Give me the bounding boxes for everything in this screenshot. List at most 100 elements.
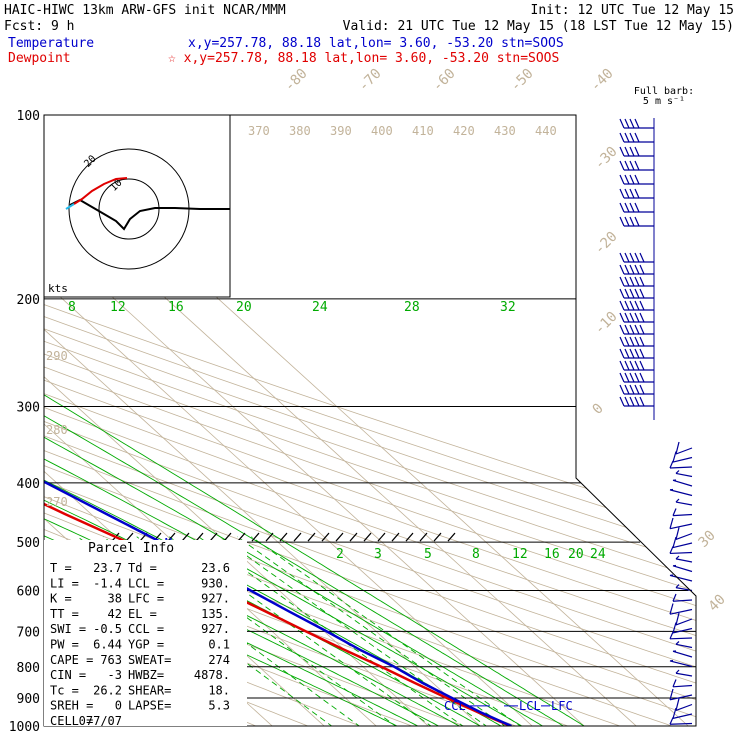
parcel-info-cell: T = bbox=[50, 561, 72, 575]
wind-barb-flag bbox=[625, 361, 629, 370]
wind-barb-flag bbox=[625, 385, 629, 394]
pressure-label: 100 bbox=[17, 109, 40, 124]
wind-barb-shaft bbox=[676, 673, 692, 676]
lifted-layer-tick bbox=[294, 533, 301, 541]
wind-barb-shaft bbox=[676, 534, 692, 540]
wind-barb-flag bbox=[620, 289, 624, 298]
wind-barb-flag bbox=[676, 471, 679, 474]
wind-barb-flag bbox=[625, 161, 629, 170]
wind-barb-flag bbox=[630, 373, 634, 382]
wind-barb-flag bbox=[676, 556, 679, 559]
wind-barb-flag bbox=[635, 397, 639, 406]
parcel-info-cell: SWEAT= bbox=[128, 653, 171, 667]
pressure-label: 200 bbox=[17, 293, 40, 308]
wind-barb-flag bbox=[640, 265, 644, 274]
parcel-info-cell: 23.6 bbox=[201, 561, 230, 575]
theta-label: 370 bbox=[248, 124, 270, 138]
wind-barb-flag bbox=[630, 397, 634, 406]
wind-barb-flag bbox=[620, 189, 624, 198]
wind-barb-flag bbox=[630, 349, 634, 358]
wind-barb-flag bbox=[635, 325, 639, 334]
wind-barb-flag bbox=[635, 119, 639, 128]
wind-barb-shaft bbox=[673, 686, 692, 687]
isotherm-label: -60 bbox=[430, 66, 459, 95]
wind-barb-flag bbox=[630, 217, 634, 226]
theta-label: 430 bbox=[494, 124, 516, 138]
lcl-label: LCL bbox=[519, 699, 541, 713]
wind-barb-flag bbox=[630, 325, 634, 334]
wind-barb-flag bbox=[625, 133, 629, 142]
wind-barb-flag bbox=[640, 337, 644, 346]
wind-barb-shaft bbox=[676, 502, 692, 505]
mixing-ratio-label: 24 bbox=[590, 547, 606, 562]
wind-barb-flag bbox=[630, 301, 634, 310]
parcel-info-cell: -1.4 bbox=[93, 576, 122, 590]
header-valid: Valid: 21 UTC Tue 12 May 15 (18 LST Tue … bbox=[343, 19, 734, 34]
mixing-ratio-label: 20 bbox=[568, 547, 584, 562]
theta-label: 400 bbox=[371, 124, 393, 138]
lifted-layer-tick bbox=[210, 533, 217, 541]
parcel-info-cell: CIN = bbox=[50, 668, 86, 682]
wind-barb-flag bbox=[640, 277, 644, 286]
parcel-info-cell: PW = bbox=[50, 638, 79, 652]
moist-adiabat-label: 8 bbox=[68, 300, 76, 315]
lifted-layer-tick bbox=[378, 533, 385, 541]
wind-barb-flag bbox=[673, 680, 676, 687]
parcel-info-cell: 135. bbox=[201, 607, 230, 621]
wind-barb-flag bbox=[670, 518, 673, 529]
wind-barb-flag bbox=[635, 349, 639, 358]
wind-barb-flag bbox=[635, 203, 639, 212]
isotherm-label: -40 bbox=[588, 66, 617, 95]
wind-barb-flag bbox=[635, 253, 639, 262]
wind-barb-shaft bbox=[670, 610, 692, 615]
wind-barb-flag bbox=[625, 203, 629, 212]
dewpoint-legend: Dewpoint bbox=[8, 51, 71, 66]
wind-barb-flag bbox=[630, 289, 634, 298]
wind-barb-flag bbox=[635, 337, 639, 346]
wind-barb-flag bbox=[676, 442, 679, 454]
wind-barb-flag bbox=[673, 509, 676, 516]
wind-barb-flag bbox=[620, 313, 624, 322]
mixing-ratio-label: 2 bbox=[336, 547, 344, 562]
wind-barb-shaft bbox=[670, 553, 692, 554]
wind-barb-flag bbox=[635, 361, 639, 370]
wind-barb-shaft bbox=[673, 651, 692, 657]
wind-barb-shaft bbox=[676, 705, 692, 711]
wind-barb-flag bbox=[635, 265, 639, 274]
header-title: HAIC-HIWC 13km ARW-GFS init NCAR/MMM bbox=[4, 3, 286, 18]
mixing-ratio-label: 5 bbox=[424, 547, 432, 562]
isotherm-label: -70 bbox=[356, 66, 385, 95]
parcel-info-cell: CAPE = bbox=[50, 653, 93, 667]
wind-barb-flag bbox=[620, 203, 624, 212]
parcel-info-cell: Tc = bbox=[50, 683, 79, 697]
wind-barb-flag bbox=[625, 277, 629, 286]
wind-barb-flag bbox=[625, 265, 629, 274]
wind-barb-flag bbox=[640, 397, 644, 406]
wind-barb-flag bbox=[620, 133, 624, 142]
mixing-ratio-line bbox=[251, 537, 539, 739]
wind-barb-flag bbox=[630, 189, 634, 198]
wind-barb-flag bbox=[620, 325, 624, 334]
wind-barb-flag bbox=[625, 289, 629, 298]
parcel-info-cell: 927. bbox=[201, 592, 230, 606]
isotherm-label: -10 bbox=[592, 309, 621, 338]
wind-barb-shaft bbox=[673, 600, 692, 601]
moist-adiabat-label: 12 bbox=[110, 300, 126, 315]
wind-barb-flag bbox=[630, 203, 634, 212]
wind-barb-flag bbox=[640, 373, 644, 382]
wind-barb-flag bbox=[620, 175, 624, 184]
wind-barb-shaft bbox=[670, 490, 692, 496]
wind-barb-flag bbox=[620, 265, 624, 274]
pressure-label: 700 bbox=[17, 625, 40, 640]
wind-barb-flag bbox=[625, 349, 629, 358]
wind-barb-flag bbox=[676, 642, 679, 645]
wind-barb-shaft bbox=[670, 524, 692, 529]
isotherm-label: -80 bbox=[282, 66, 311, 95]
theta-side-label: 280 bbox=[46, 423, 68, 437]
hodograph-units: kts bbox=[48, 282, 68, 295]
parcel-info-cell: 6.44 bbox=[93, 638, 122, 652]
parcel-info-cell: 18. bbox=[208, 683, 230, 697]
moist-adiabat-label: 20 bbox=[236, 300, 252, 315]
